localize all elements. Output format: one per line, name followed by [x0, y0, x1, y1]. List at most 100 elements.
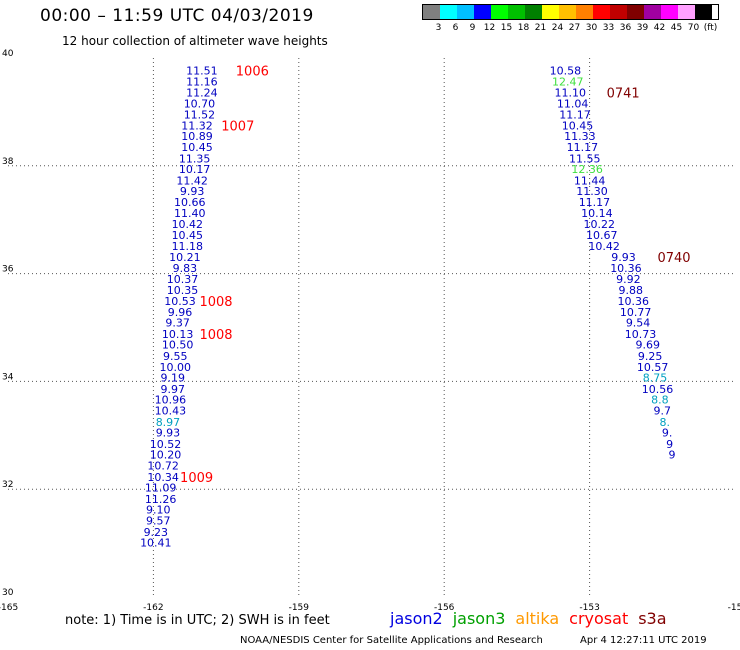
swh-value-east: 9.7 [654, 405, 672, 418]
x-tick-label: -156 [434, 603, 455, 610]
mission-label: altika [515, 609, 560, 628]
swh-value-west: 9.97 [161, 383, 186, 396]
pass-time-label: 1009 [180, 471, 213, 486]
legend-swatch [474, 5, 491, 19]
color-legend: 3 6 9 12 15 18 21 24 27 30 33 36 39 42 45 70 (ft) [422, 4, 719, 33]
legend-label: (ft) [703, 23, 718, 33]
legend-swatch [610, 5, 627, 19]
legend-label: 42 [653, 23, 666, 33]
mission-label: jason3 [452, 609, 506, 628]
swh-value-west: 10.41 [140, 537, 172, 550]
legend-label: 21 [534, 23, 547, 33]
swh-value-west: 11.40 [174, 207, 206, 220]
swh-value-west: 11.18 [172, 240, 204, 253]
swh-value-west: 10.21 [169, 251, 201, 264]
swh-value-east: 11.17 [567, 141, 599, 154]
swh-value-east: 12.36 [571, 163, 603, 176]
legend-label: 18 [517, 23, 530, 33]
swh-value-east: 9.88 [619, 284, 644, 297]
pass-time-label: 0740 [657, 251, 690, 266]
x-tick-label: -15⁠ [728, 603, 740, 610]
mission-label: cryosat [569, 609, 629, 628]
swh-value-west: 10.43 [155, 405, 187, 418]
legend-label: 24 [551, 23, 564, 33]
wave-height-map: -165 -162 -159 -156 -153 -15⁠ 40 38 36 34 32 30 11.5… [0, 49, 740, 610]
swh-value-west: 9.55 [163, 350, 188, 363]
swh-value-west: 10.70 [184, 97, 216, 110]
swh-value-west: 10.89 [181, 130, 213, 143]
swh-value-west: 10.37 [167, 273, 199, 286]
y-tick-label: 38 [2, 157, 14, 167]
swh-value-east: 10.36 [617, 295, 649, 308]
mission-label: jason2 [390, 609, 443, 628]
swh-value-east: 11.33 [564, 130, 596, 143]
pass-time-label: 0741 [607, 86, 640, 101]
map-subtitle: 12 hour collection of altimeter wave hei… [62, 34, 328, 48]
legend-swatch [440, 5, 457, 19]
legend-label: 12 [483, 23, 496, 33]
swh-value-east: 9 [666, 438, 673, 451]
swh-value-west: 10.42 [172, 218, 204, 231]
swh-value-east: 9. [662, 427, 673, 440]
swh-value-west: 10.35 [167, 284, 199, 297]
swh-value-east: 11.30 [576, 185, 608, 198]
swh-value-west: 10.66 [174, 196, 206, 209]
swh-value-east: 10.45 [562, 119, 594, 132]
y-tick-label: 32 [2, 480, 13, 490]
swh-value-west: 9.23 [144, 526, 169, 539]
legend-swatch [491, 5, 508, 19]
pass-time-label: 1006 [236, 64, 269, 79]
swh-value-west: 11.51 [186, 64, 218, 77]
legend-swatch [576, 5, 593, 19]
swh-value-west: 9.19 [161, 372, 186, 385]
swh-value-east: 8.8 [651, 394, 669, 407]
x-tick-label: -153 [579, 603, 599, 610]
swh-value-west: 9.93 [180, 185, 205, 198]
x-tick-label: -159 [289, 603, 310, 610]
swh-value-east: 11.44 [574, 174, 606, 187]
pass-time-label: 1008 [199, 328, 232, 343]
swh-value-west: 11.35 [179, 152, 211, 165]
swh-value-east: 10.22 [584, 218, 616, 231]
pass-time-label: 1007 [221, 119, 254, 134]
legend-swatches [422, 4, 719, 20]
swh-value-west: 10.53 [164, 295, 196, 308]
x-tick-label: -162 [143, 603, 163, 610]
swh-value-west: 8.97 [156, 416, 181, 429]
legend-swatch [678, 5, 695, 19]
swh-value-west: 9.37 [165, 317, 190, 330]
pass-time-label: 1008 [199, 295, 232, 310]
swh-value-west: 10.20 [150, 449, 182, 462]
swh-value-west: 11.32 [181, 119, 213, 132]
mission-label: s3a [638, 609, 667, 628]
legend-label: 27 [568, 23, 581, 33]
swh-value-west: 9.83 [173, 262, 198, 275]
swh-value-west: 11.52 [184, 109, 216, 122]
swh-value-east: 11.04 [557, 97, 589, 110]
swh-value-east: 11.17 [579, 196, 611, 209]
swh-value-west: 11.16 [186, 76, 218, 89]
swh-value-west: 10.96 [155, 394, 187, 407]
legend-labels: 3 6 9 12 15 18 21 24 27 30 33 36 39 42 45 70 (ft) [430, 20, 719, 33]
legend-label: 33 [602, 23, 615, 33]
generation-timestamp: Apr 4 12:27:11 UTC 2019 [580, 635, 707, 646]
swh-value-east: 10.67 [586, 229, 618, 242]
swh-value-east: 9.92 [616, 273, 641, 286]
swh-value-east: 10.77 [620, 306, 652, 319]
mission-legend: jason2 jason3 altika cryosat s3a [390, 609, 677, 628]
swh-value-east: 8. [659, 416, 670, 429]
swh-value-west: 9.57 [146, 514, 171, 527]
legend-swatch [661, 5, 678, 19]
swh-value-east: 10.73 [625, 328, 657, 341]
swh-value-west: 11.24 [186, 86, 218, 99]
swh-value-east: 12.47 [552, 76, 584, 89]
swh-value-east: 9.54 [626, 317, 651, 330]
legend-swatch [593, 5, 610, 19]
swh-value-east: 8.75 [643, 372, 668, 385]
swh-value-east: 10.36 [610, 262, 642, 275]
swh-value-west: 10.45 [181, 141, 213, 154]
swh-value-east: 10.42 [588, 240, 620, 253]
swh-value-west: 11.26 [145, 493, 177, 506]
swh-value-west: 9.10 [146, 504, 171, 517]
swh-value-west: 10.52 [150, 438, 182, 451]
